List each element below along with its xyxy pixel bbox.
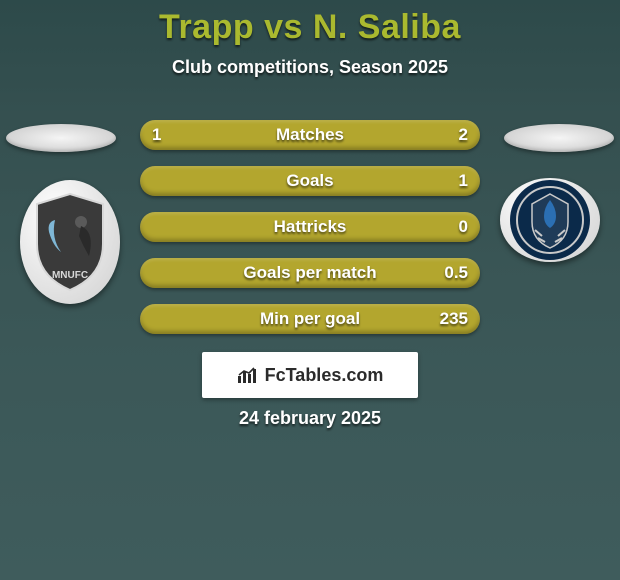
- stat-label: Goals: [286, 171, 333, 191]
- club-crest-right-icon: [508, 178, 592, 262]
- stat-value-right: 1: [459, 171, 468, 191]
- stat-label: Goals per match: [243, 263, 376, 283]
- comparison-title: Trapp vs N. Saliba: [0, 0, 620, 47]
- watermark-text: FcTables.com: [265, 365, 384, 386]
- club-badge-left: MNUFC: [20, 180, 120, 304]
- comparison-subtitle: Club competitions, Season 2025: [0, 57, 620, 78]
- club-badge-right: [500, 178, 600, 262]
- stat-label: Matches: [276, 125, 344, 145]
- stat-value-right: 0.5: [444, 263, 468, 283]
- stats-panel: 1 Matches 2 Goals 1 Hattricks 0 Goals pe…: [140, 120, 480, 350]
- stat-value-right: 2: [459, 125, 468, 145]
- stat-row-matches: 1 Matches 2: [140, 120, 480, 150]
- stat-value-right: 235: [440, 309, 468, 329]
- player-left-name-plate: [6, 124, 116, 152]
- bar-chart-icon: [237, 366, 259, 384]
- stat-row-hattricks: Hattricks 0: [140, 212, 480, 242]
- stat-row-goals: Goals 1: [140, 166, 480, 196]
- player-right-name-plate: [504, 124, 614, 152]
- comparison-date: 24 february 2025: [0, 408, 620, 429]
- watermark-badge: FcTables.com: [202, 352, 418, 398]
- stat-row-goals-per-match: Goals per match 0.5: [140, 258, 480, 288]
- stat-label: Hattricks: [274, 217, 347, 237]
- stat-value-left: 1: [152, 125, 161, 145]
- stat-label: Min per goal: [260, 309, 360, 329]
- stat-value-right: 0: [459, 217, 468, 237]
- club-crest-left-text: MNUFC: [52, 270, 88, 281]
- club-crest-left-icon: MNUFC: [31, 192, 109, 292]
- stat-row-min-per-goal: Min per goal 235: [140, 304, 480, 334]
